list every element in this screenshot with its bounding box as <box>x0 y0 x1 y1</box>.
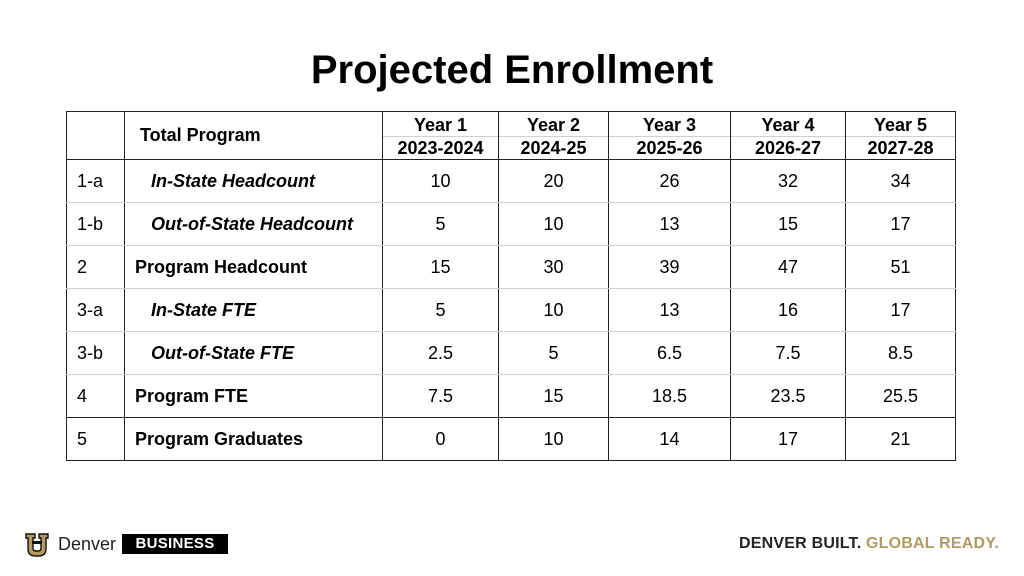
row-label: Out-of-State Headcount <box>124 202 383 246</box>
table-row: 2 Program Headcount 15 30 39 47 51 <box>66 245 956 289</box>
row-id: 3-b <box>66 331 125 375</box>
tagline-global-ready: GLOBAL READY. <box>866 535 999 552</box>
row-value: 15 <box>382 245 499 289</box>
row-value: 15 <box>730 202 846 246</box>
row-value: 34 <box>845 159 956 203</box>
row-value: 47 <box>730 245 846 289</box>
row-label: Program Graduates <box>124 417 383 461</box>
row-value: 20 <box>498 159 609 203</box>
year-range: 2023-2024 <box>397 138 484 158</box>
row-value: 5 <box>382 202 499 246</box>
header-year-1: Year 1 2023-2024 <box>382 111 499 160</box>
row-value: 32 <box>730 159 846 203</box>
header-empty-cell <box>66 111 125 160</box>
row-value: 7.5 <box>382 374 499 418</box>
row-value: 10 <box>382 159 499 203</box>
year-range: 2025-26 <box>636 138 703 158</box>
row-value: 39 <box>608 245 731 289</box>
row-value: 10 <box>498 202 609 246</box>
row-id: 3-a <box>66 288 125 332</box>
row-value: 10 <box>498 288 609 332</box>
year-range: 2024-25 <box>520 138 587 158</box>
table-row: 3-b Out-of-State FTE 2.5 5 6.5 7.5 8.5 <box>66 331 956 375</box>
row-value: 15 <box>498 374 609 418</box>
row-value: 51 <box>845 245 956 289</box>
row-value: 10 <box>498 417 609 461</box>
row-value: 14 <box>608 417 731 461</box>
header-year-3: Year 3 2025-26 <box>608 111 731 160</box>
row-id: 1-b <box>66 202 125 246</box>
row-value: 13 <box>608 202 731 246</box>
row-id: 5 <box>66 417 125 461</box>
table-row: 1-a In-State Headcount 10 20 26 32 34 <box>66 159 956 203</box>
row-value: 5 <box>498 331 609 375</box>
row-label: Program FTE <box>124 374 383 418</box>
row-value: 26 <box>608 159 731 203</box>
row-id: 2 <box>66 245 125 289</box>
header-year-2: Year 2 2024-25 <box>498 111 609 160</box>
header-year-5: Year 5 2027-28 <box>845 111 956 160</box>
row-id: 4 <box>66 374 125 418</box>
table-row: 5 Program Graduates 0 10 14 17 21 <box>66 417 956 461</box>
row-value: 5 <box>382 288 499 332</box>
table-row: 1-b Out-of-State Headcount 5 10 13 15 17 <box>66 202 956 246</box>
row-label: Program Headcount <box>124 245 383 289</box>
page-title: Projected Enrollment <box>310 48 714 92</box>
year-label: Year 2 <box>499 112 608 137</box>
table-header-row: Total Program Year 1 2023-2024 Year 2 20… <box>66 111 956 160</box>
row-value: 21 <box>845 417 956 461</box>
row-value: 17 <box>730 417 846 461</box>
year-range: 2026-27 <box>754 138 822 158</box>
row-value: 23.5 <box>730 374 846 418</box>
year-label: Year 5 <box>846 112 955 137</box>
row-label: Out-of-State FTE <box>124 331 383 375</box>
cu-denver-logo: Denver <box>24 531 116 557</box>
year-label: Year 4 <box>731 112 845 137</box>
row-label: In-State Headcount <box>124 159 383 203</box>
row-value: 16 <box>730 288 846 332</box>
logo-denver-text: Denver <box>58 533 117 554</box>
row-value: 2.5 <box>382 331 499 375</box>
row-label: In-State FTE <box>124 288 383 332</box>
row-value: 25.5 <box>845 374 956 418</box>
year-label: Year 3 <box>609 112 730 137</box>
tagline: DENVER BUILT. GLOBAL READY. <box>739 535 999 553</box>
enrollment-table: Total Program Year 1 2023-2024 Year 2 20… <box>66 111 956 461</box>
row-value: 18.5 <box>608 374 731 418</box>
row-value: 7.5 <box>730 331 846 375</box>
table-row: 4 Program FTE 7.5 15 18.5 23.5 25.5 <box>66 374 956 418</box>
row-value: 6.5 <box>608 331 731 375</box>
row-value: 17 <box>845 288 956 332</box>
row-value: 8.5 <box>845 331 956 375</box>
year-range: 2027-28 <box>867 138 934 158</box>
business-badge: BUSINESS <box>122 534 228 554</box>
header-year-4: Year 4 2026-27 <box>730 111 846 160</box>
row-value: 30 <box>498 245 609 289</box>
tagline-denver-built: DENVER BUILT. <box>739 535 862 552</box>
row-value: 0 <box>382 417 499 461</box>
row-id: 1-a <box>66 159 125 203</box>
table-row: 3-a In-State FTE 5 10 13 16 17 <box>66 288 956 332</box>
cu-logo-icon <box>25 533 49 557</box>
year-label: Year 1 <box>383 112 498 137</box>
row-value: 13 <box>608 288 731 332</box>
header-total-program: Total Program <box>124 111 383 160</box>
row-value: 17 <box>845 202 956 246</box>
